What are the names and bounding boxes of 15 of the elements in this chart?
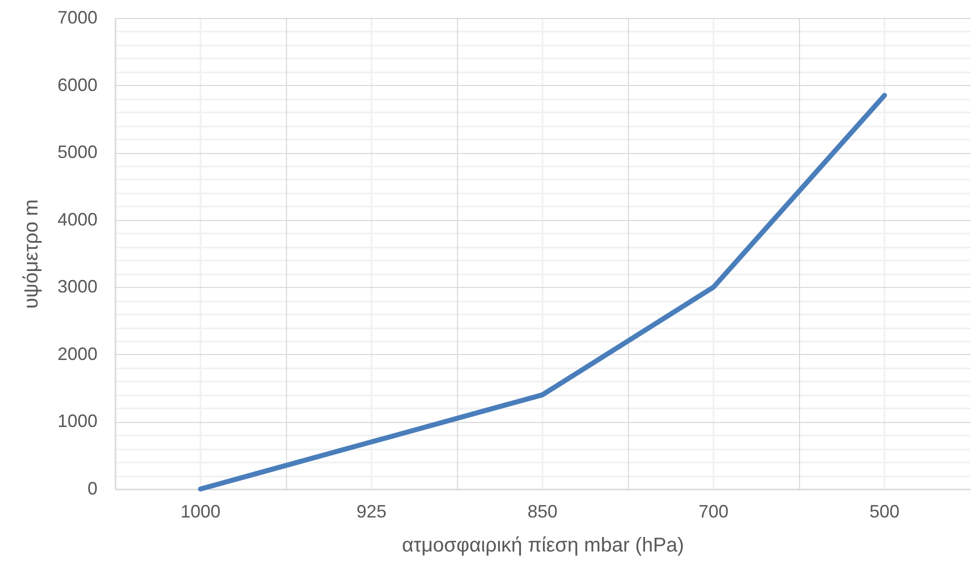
x-tick-label: 700	[698, 502, 729, 522]
y-tick-label: 4000	[57, 209, 98, 230]
x-tick-label: 850	[527, 502, 558, 522]
y-tick-label: 3000	[57, 276, 98, 297]
y-tick-label: 5000	[57, 142, 98, 162]
x-tick-label: 925	[356, 502, 387, 522]
y-tick-label: 6000	[57, 74, 98, 95]
x-tick-label: 1000	[180, 502, 221, 522]
y-axis-title: υψόμετρο m	[20, 199, 42, 309]
y-tick-label: 2000	[57, 344, 98, 364]
y-tick-label: 7000	[57, 8, 98, 28]
y-tick-label: 1000	[57, 411, 98, 432]
x-tick-label: 500	[869, 502, 900, 522]
y-tick-label: 0	[87, 478, 98, 498]
x-axis-title: ατμοσφαιρική πίεση mbar (hPa)	[402, 534, 684, 556]
